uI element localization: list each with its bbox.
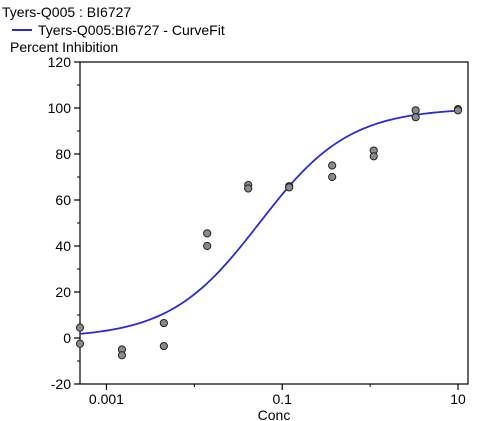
data-point <box>244 184 253 193</box>
fit-curve <box>79 109 459 335</box>
data-point <box>328 172 337 182</box>
data-point <box>75 339 85 348</box>
data-point <box>453 106 463 115</box>
chart-title: Tyers-Q005 : BI6727 <box>2 4 131 20</box>
x-tick-label: 0.001 <box>89 391 124 407</box>
x-axis-label: Conc <box>258 407 291 421</box>
data-point <box>159 318 168 328</box>
y-axis: -20 0 20 40 60 80 100 120 <box>48 54 80 392</box>
data-point <box>75 323 85 332</box>
data-points <box>75 105 463 360</box>
y-axis-label: Percent Inhibition <box>10 39 118 55</box>
data-point <box>369 152 378 161</box>
legend-label: Tyers-Q005:BI6727 - CurveFit <box>38 22 225 38</box>
x-tick-label: 0.1 <box>272 391 292 407</box>
y-tick-label: 120 <box>48 54 72 70</box>
legend: Tyers-Q005:BI6727 - CurveFit <box>12 22 225 38</box>
y-tick-label: 80 <box>55 146 71 162</box>
y-tick-label: 60 <box>55 192 71 208</box>
data-point <box>285 183 294 192</box>
data-point <box>411 106 420 115</box>
y-tick-label: -20 <box>51 376 71 392</box>
y-tick-label: 100 <box>48 100 72 116</box>
data-point <box>159 341 168 351</box>
x-tick-label: 10 <box>450 391 466 407</box>
y-tick-label: 40 <box>55 238 71 254</box>
data-point <box>411 113 420 122</box>
y-tick-label: 20 <box>55 284 71 300</box>
data-point <box>203 229 212 238</box>
data-point <box>117 351 127 360</box>
data-point <box>203 241 212 251</box>
x-axis: 0.001 0.1 10 <box>89 384 466 407</box>
data-point <box>328 161 337 170</box>
plot-frame <box>79 61 469 385</box>
y-tick-label: 0 <box>63 330 71 346</box>
